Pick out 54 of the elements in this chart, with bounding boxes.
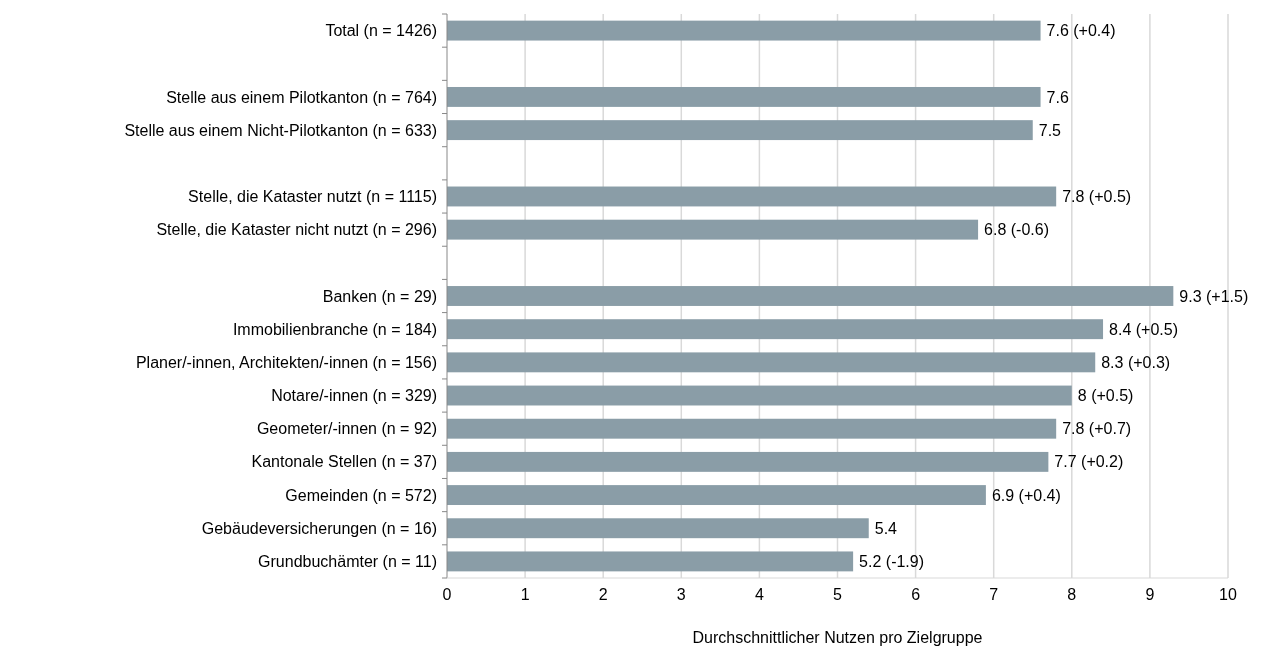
data-label: 5.2 (-1.9) (859, 553, 925, 571)
y-tick-label: Kantonale Stellen (n = 37) (251, 453, 437, 471)
data-label: 7.5 (1038, 121, 1062, 139)
y-tick-label: Gebäudeversicherungen (n = 16) (201, 519, 437, 537)
x-tick-label: 1 (520, 586, 530, 603)
x-tick-label: 7 (989, 586, 999, 603)
bar (447, 319, 1104, 340)
bar (447, 286, 1174, 306)
y-tick-label: Immobilienbranche (n = 184) (232, 320, 437, 338)
bar (447, 20, 1041, 41)
bar (447, 352, 1096, 373)
y-tick-label: Total (n = 1426) (325, 22, 437, 40)
x-tick-label: 6 (911, 586, 921, 603)
y-tick-label: Banken (n = 29) (322, 287, 437, 305)
bar (447, 451, 1049, 472)
y-tick-label: Stelle aus einem Nicht-Pilotkanton (n = 633) (124, 121, 437, 139)
bar (447, 418, 1057, 439)
bar (447, 385, 1072, 406)
x-tick-label: 3 (676, 586, 686, 603)
y-tick-label: Stelle aus einem Pilotkanton (n = 764) (166, 88, 437, 106)
bar (447, 86, 1041, 107)
y-tick-label: Gemeinden (n = 572) (285, 486, 437, 504)
x-tick-label: 0 (442, 586, 452, 603)
bar (447, 518, 869, 539)
x-tick-label: 4 (754, 586, 764, 603)
x-axis-title: Durchschnittlicher Nutzen pro Zielgruppe (692, 629, 983, 646)
x-tick-label: 8 (1067, 586, 1077, 603)
data-label: 6.9 (+0.4) (991, 486, 1061, 504)
x-tick-label: 9 (1145, 586, 1155, 603)
data-label: 8 (+0.5) (1077, 387, 1134, 405)
data-label: 7.8 (+0.7) (1062, 420, 1132, 438)
y-tick-label: Stelle, die Kataster nutzt (n = 1115) (188, 188, 437, 206)
x-tick-label: 5 (833, 586, 843, 603)
data-label: 6.8 (-0.6) (984, 221, 1049, 239)
bar (447, 485, 986, 506)
x-tick-label: 2 (598, 586, 608, 603)
data-label: 8.3 (+0.3) (1101, 353, 1171, 371)
y-tick-label: Stelle, die Kataster nicht nutzt (n = 296) (156, 221, 437, 239)
data-label: 8.4 (+0.5) (1109, 320, 1178, 338)
data-label: 7.6 (1046, 88, 1069, 106)
data-label: 7.8 (+0.5) (1062, 188, 1132, 206)
data-label: 7.6 (+0.4) (1046, 22, 1116, 40)
data-label: 5.4 (874, 519, 898, 537)
bar (447, 551, 854, 572)
data-label: 9.3 (+1.5) (1179, 287, 1249, 305)
y-tick-label: Geometer/-innen (n = 92) (256, 420, 437, 438)
y-tick-label: Planer/-innen, Architekten/-innen (n = 156) (135, 353, 437, 371)
bar (447, 120, 1033, 141)
bar (447, 219, 979, 240)
bar (447, 186, 1057, 207)
y-tick-label: Grundbuchämter (n = 11) (258, 553, 437, 571)
data-label: 7.7 (+0.2) (1054, 453, 1124, 471)
y-tick-label: Notare/-innen (n = 329) (271, 387, 437, 405)
x-tick-label: 10 (1219, 586, 1237, 603)
